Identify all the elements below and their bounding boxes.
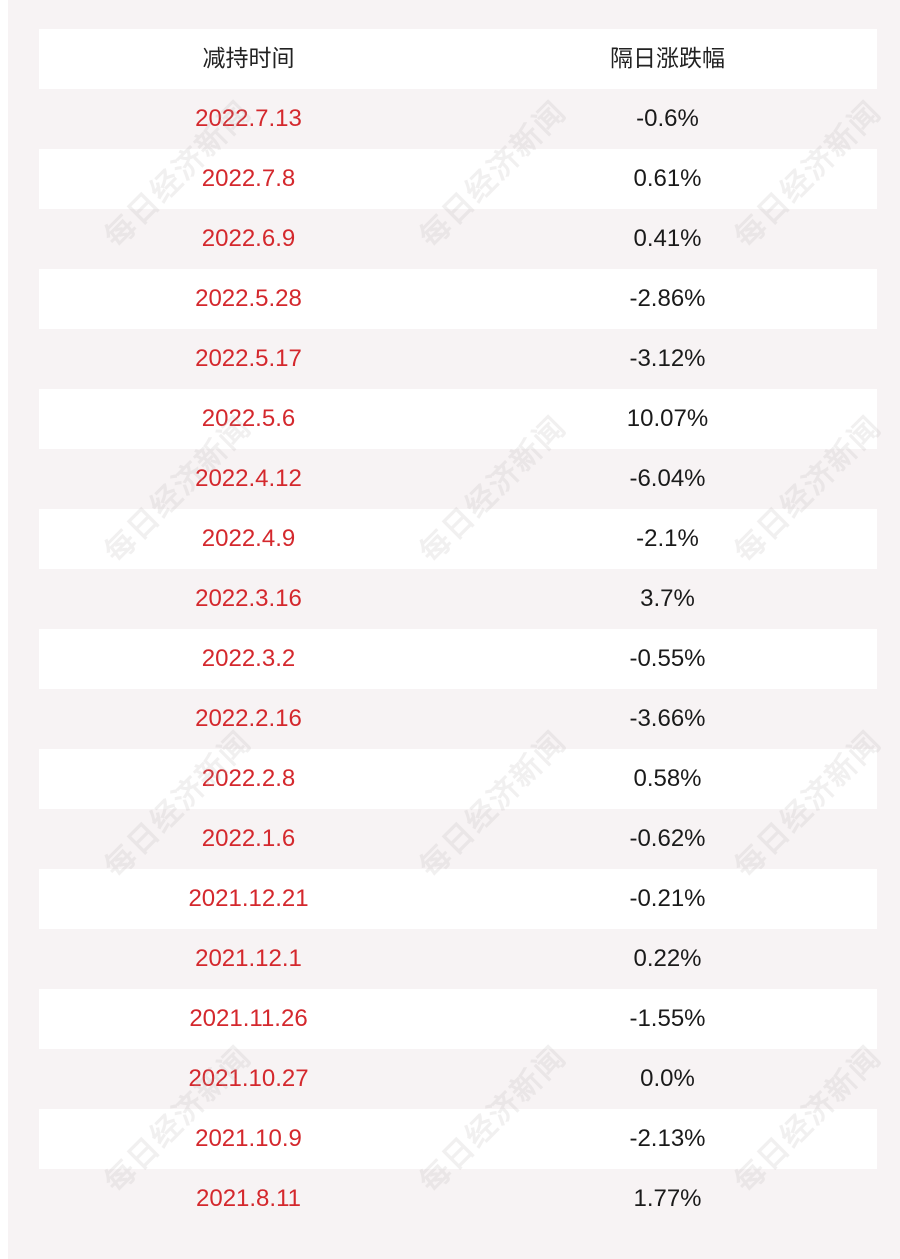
header-change: 隔日涨跌幅 bbox=[610, 46, 725, 72]
date-cell: 2022.4.12 bbox=[195, 465, 302, 492]
date-cell: 2021.10.9 bbox=[195, 1125, 302, 1152]
change-cell: -0.55% bbox=[629, 645, 706, 672]
table-row: 2021.11.26 -1.55% bbox=[39, 989, 877, 1049]
change-cell: 0.58% bbox=[633, 765, 702, 792]
change-cell: -3.12% bbox=[629, 345, 706, 372]
header-date: 减持时间 bbox=[202, 46, 295, 72]
date-cell: 2022.3.16 bbox=[195, 585, 302, 612]
date-cell: 2022.7.8 bbox=[201, 165, 296, 192]
table-row: 2021.10.27 0.0% bbox=[39, 1049, 877, 1109]
change-cell: 10.07% bbox=[626, 405, 709, 432]
change-cell: -6.04% bbox=[629, 465, 706, 492]
change-cell: -2.86% bbox=[629, 285, 706, 312]
date-cell: 2022.3.2 bbox=[201, 645, 296, 672]
table-row: 2021.10.9 -2.13% bbox=[39, 1109, 877, 1169]
table-header: 减持时间 隔日涨跌幅 bbox=[39, 29, 877, 89]
change-cell: -0.21% bbox=[629, 885, 706, 912]
table-body: 2022.7.13 -0.6% 2022.7.8 0.61% 2022.6.9 0.41%… bbox=[39, 89, 877, 1229]
change-cell: 0.0% bbox=[640, 1065, 695, 1092]
date-cell: 2022.5.17 bbox=[195, 345, 302, 372]
date-cell: 2022.5.28 bbox=[195, 285, 302, 312]
date-cell: 2021.10.27 bbox=[188, 1065, 309, 1092]
table-row: 2022.6.9 0.41% bbox=[39, 209, 877, 269]
table-row: 2022.1.6 -0.62% bbox=[39, 809, 877, 869]
change-cell: 1.77% bbox=[633, 1185, 702, 1212]
change-cell: -0.6% bbox=[636, 105, 699, 132]
change-cell: -2.1% bbox=[636, 525, 699, 552]
table-row: 2021.12.1 0.22% bbox=[39, 929, 877, 989]
change-cell: -1.55% bbox=[629, 1005, 706, 1032]
table-row: 2022.5.17 -3.12% bbox=[39, 329, 877, 389]
date-cell: 2022.4.9 bbox=[201, 525, 296, 552]
table-row: 2022.5.28 -2.86% bbox=[39, 269, 877, 329]
date-cell: 2022.2.16 bbox=[195, 705, 302, 732]
table-row: 2022.2.8 0.58% bbox=[39, 749, 877, 809]
table-row: 2022.7.13 -0.6% bbox=[39, 89, 877, 149]
change-cell: 3.7% bbox=[640, 585, 695, 612]
table-row: 2022.4.9 -2.1% bbox=[39, 509, 877, 569]
table-row: 2021.12.21 -0.21% bbox=[39, 869, 877, 929]
reduction-table: 减持时间 隔日涨跌幅 2022.7.13 -0.6% 2022.7.8 0.61% 20… bbox=[39, 29, 877, 1229]
change-cell: 0.41% bbox=[633, 225, 702, 252]
change-cell: -2.13% bbox=[629, 1125, 706, 1152]
date-cell: 2021.12.21 bbox=[188, 885, 309, 912]
date-cell: 2022.5.6 bbox=[201, 405, 296, 432]
date-cell: 2022.1.6 bbox=[201, 825, 296, 852]
change-cell: 0.61% bbox=[633, 165, 702, 192]
date-cell: 2021.11.26 bbox=[189, 1005, 308, 1032]
table-row: 2021.8.11 1.77% bbox=[39, 1169, 877, 1229]
change-cell: -3.66% bbox=[629, 705, 706, 732]
table-row: 2022.7.8 0.61% bbox=[39, 149, 877, 209]
table-row: 2022.4.12 -6.04% bbox=[39, 449, 877, 509]
date-cell: 2022.2.8 bbox=[201, 765, 296, 792]
date-cell: 2021.12.1 bbox=[195, 945, 302, 972]
date-cell: 2022.6.9 bbox=[201, 225, 296, 252]
date-cell: 2022.7.13 bbox=[195, 105, 302, 132]
date-cell: 2021.8.11 bbox=[196, 1185, 301, 1212]
table-row: 2022.2.16 -3.66% bbox=[39, 689, 877, 749]
change-cell: -0.62% bbox=[629, 825, 706, 852]
table-row: 2022.3.2 -0.55% bbox=[39, 629, 877, 689]
table-row: 2022.5.6 10.07% bbox=[39, 389, 877, 449]
change-cell: 0.22% bbox=[633, 945, 702, 972]
table-row: 2022.3.16 3.7% bbox=[39, 569, 877, 629]
